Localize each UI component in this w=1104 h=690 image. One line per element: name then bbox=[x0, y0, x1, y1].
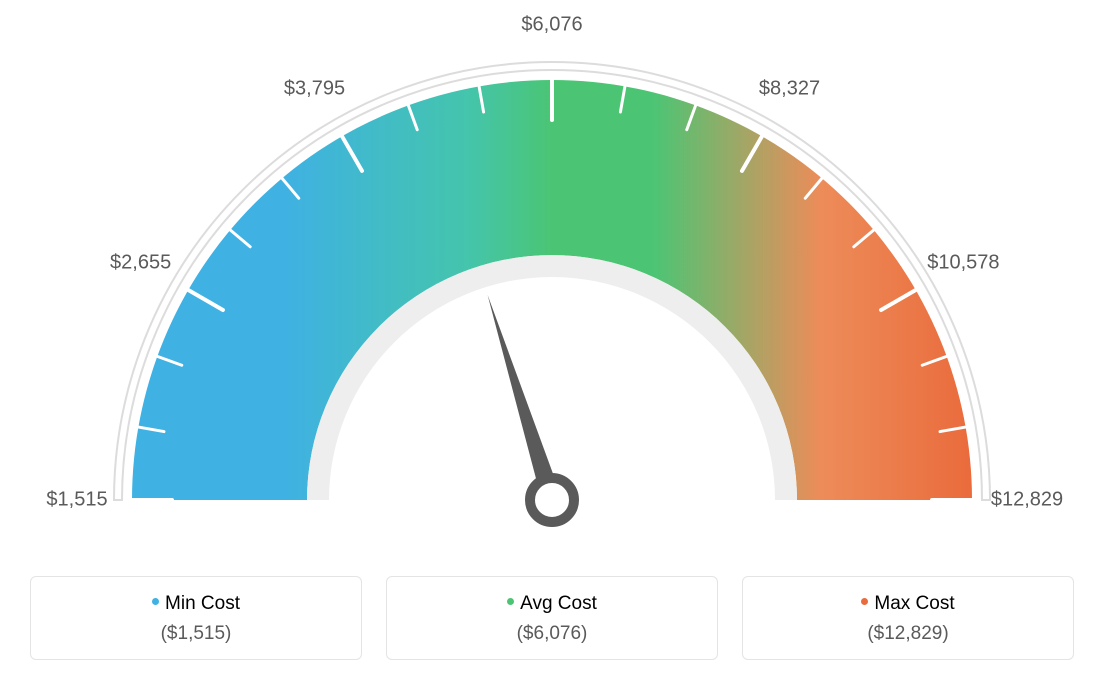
gauge-svg bbox=[0, 0, 1104, 560]
legend-title-min: Min Cost bbox=[43, 593, 349, 615]
legend-value-avg: ($6,076) bbox=[399, 623, 705, 645]
legend-row: Min Cost ($1,515) Avg Cost ($6,076) Max … bbox=[0, 576, 1104, 660]
legend-title-max: Max Cost bbox=[755, 593, 1061, 615]
legend-dot-min bbox=[152, 598, 159, 605]
legend-title-avg-text: Avg Cost bbox=[520, 593, 597, 614]
gauge-tick-label: $1,515 bbox=[46, 489, 107, 512]
gauge-tick-label: $8,327 bbox=[759, 77, 820, 100]
legend-card-min: Min Cost ($1,515) bbox=[30, 576, 362, 660]
legend-value-max: ($12,829) bbox=[755, 623, 1061, 645]
legend-value-min: ($1,515) bbox=[43, 623, 349, 645]
legend-card-max: Max Cost ($12,829) bbox=[742, 576, 1074, 660]
gauge-area: $1,515 $2,655 $3,795 $6,076 $8,327 $10,578 $12… bbox=[0, 0, 1104, 560]
gauge-tick-label: $10,578 bbox=[927, 251, 999, 274]
gauge-tick-label: $3,795 bbox=[284, 77, 345, 100]
gauge-tick-label: $6,076 bbox=[521, 14, 582, 37]
legend-title-min-text: Min Cost bbox=[165, 593, 240, 614]
legend-dot-avg bbox=[507, 598, 514, 605]
gauge-tick-label: $2,655 bbox=[110, 251, 171, 274]
legend-title-max-text: Max Cost bbox=[874, 593, 954, 614]
legend-title-avg: Avg Cost bbox=[399, 593, 705, 615]
cost-gauge-chart: $1,515 $2,655 $3,795 $6,076 $8,327 $10,578 $12… bbox=[0, 0, 1104, 690]
legend-dot-max bbox=[861, 598, 868, 605]
gauge-tick-label: $12,829 bbox=[991, 489, 1063, 512]
legend-card-avg: Avg Cost ($6,076) bbox=[386, 576, 718, 660]
